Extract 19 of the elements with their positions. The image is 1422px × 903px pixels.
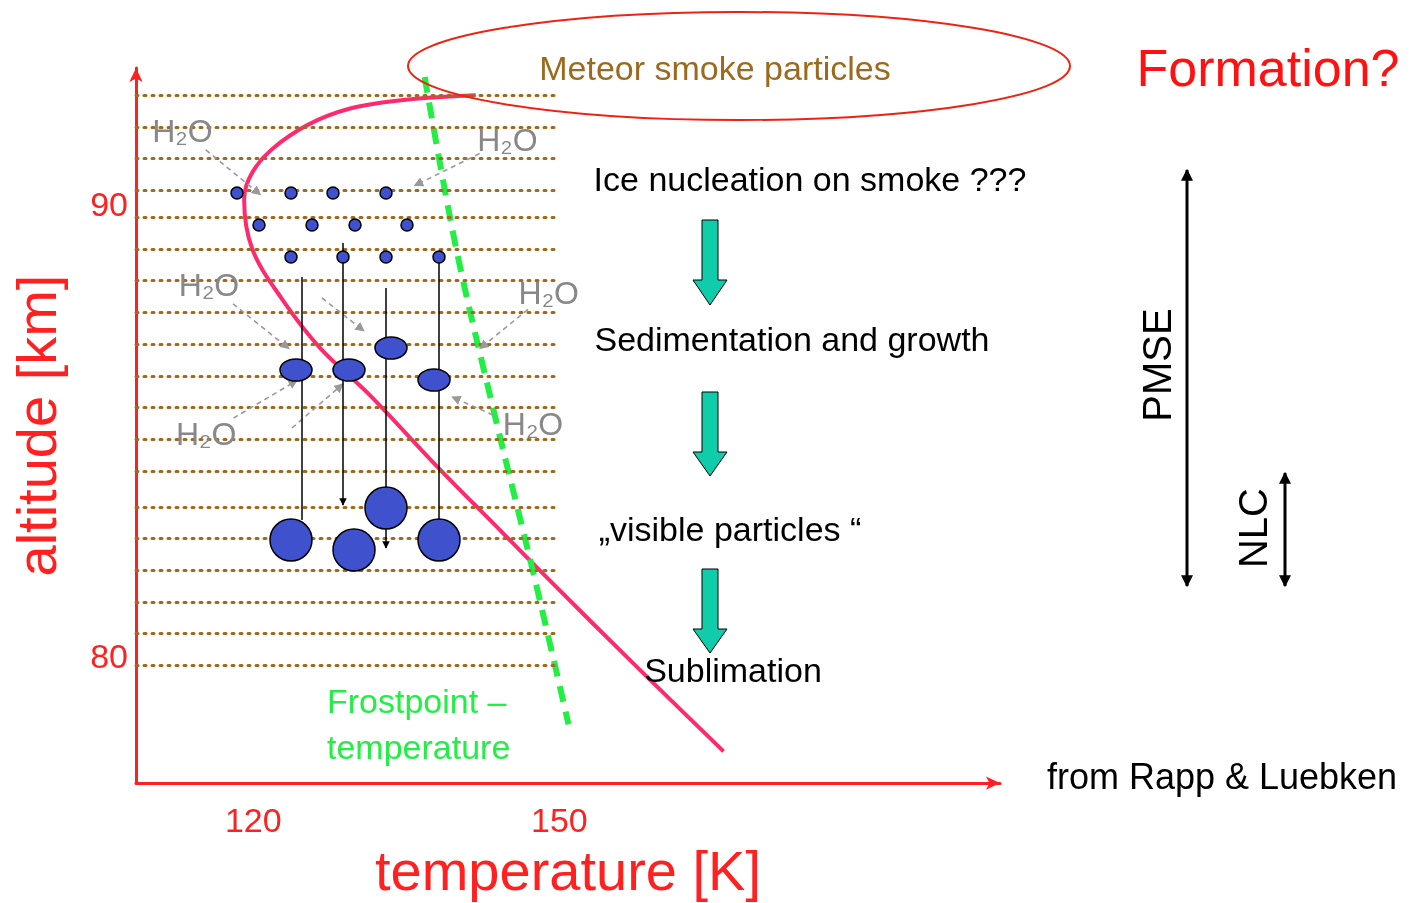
text: from Rapp & Luebken bbox=[1046, 756, 1398, 798]
text: NLC bbox=[1230, 487, 1276, 569]
text: PMSE bbox=[1134, 308, 1180, 422]
x-tick-label: 120 bbox=[224, 801, 282, 840]
x-tick-label: 150 bbox=[530, 801, 588, 840]
y-tick-label: 80 bbox=[90, 637, 128, 676]
annotation: H₂O bbox=[502, 405, 564, 443]
annotation: H₂O bbox=[518, 274, 579, 312]
annotation: Meteor smoke particles bbox=[539, 48, 891, 88]
annotation: Sedimentation and growth bbox=[594, 319, 990, 359]
annotation: Ice nucleation on smoke ??? bbox=[593, 159, 1027, 199]
annotation: Sublimation bbox=[644, 650, 822, 690]
text: Formation? bbox=[1136, 38, 1400, 98]
series-label: Frostpoint – temperature bbox=[327, 682, 516, 766]
x-axis-title: temperature [K] bbox=[375, 838, 761, 902]
annotation: H₂O bbox=[477, 121, 538, 159]
y-axis-title: altitude [km] bbox=[4, 274, 68, 577]
y-tick-label: 90 bbox=[90, 184, 128, 223]
annotation: „visible particles “ bbox=[598, 509, 862, 549]
